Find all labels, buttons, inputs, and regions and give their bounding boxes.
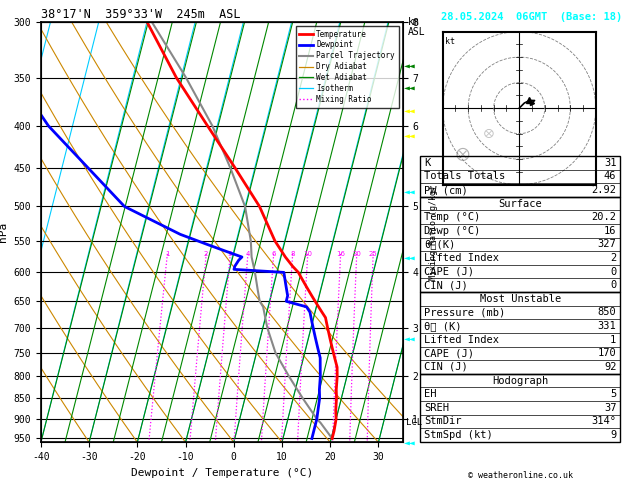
Text: 170: 170 bbox=[598, 348, 616, 358]
Text: Lifted Index: Lifted Index bbox=[424, 253, 499, 263]
Text: LCL: LCL bbox=[406, 418, 422, 427]
Text: θᴄ (K): θᴄ (K) bbox=[424, 321, 462, 331]
Text: 850: 850 bbox=[598, 308, 616, 317]
Legend: Temperature, Dewpoint, Parcel Trajectory, Dry Adiabat, Wet Adiabat, Isotherm, Mi: Temperature, Dewpoint, Parcel Trajectory… bbox=[296, 26, 399, 108]
X-axis label: Dewpoint / Temperature (°C): Dewpoint / Temperature (°C) bbox=[131, 468, 313, 478]
Text: ◄◄: ◄◄ bbox=[404, 187, 416, 197]
Text: θᴄ(K): θᴄ(K) bbox=[424, 240, 455, 249]
Text: ◄◄: ◄◄ bbox=[404, 83, 416, 93]
Text: Lifted Index: Lifted Index bbox=[424, 335, 499, 345]
Text: Most Unstable: Most Unstable bbox=[479, 294, 561, 304]
Text: 2: 2 bbox=[610, 253, 616, 263]
Text: 16: 16 bbox=[336, 251, 345, 257]
Text: PW (cm): PW (cm) bbox=[424, 185, 468, 195]
Text: Dewp (°C): Dewp (°C) bbox=[424, 226, 480, 236]
Text: 46: 46 bbox=[604, 172, 616, 181]
Text: EH: EH bbox=[424, 389, 437, 399]
Text: 6: 6 bbox=[271, 251, 276, 257]
Text: ◄◄: ◄◄ bbox=[404, 333, 416, 343]
Text: Totals Totals: Totals Totals bbox=[424, 172, 505, 181]
Text: ◄◄: ◄◄ bbox=[404, 253, 416, 262]
Text: 92: 92 bbox=[604, 362, 616, 372]
Text: 2.92: 2.92 bbox=[591, 185, 616, 195]
Text: kt: kt bbox=[445, 37, 455, 46]
Text: Hodograph: Hodograph bbox=[492, 376, 548, 385]
Text: 2: 2 bbox=[204, 251, 208, 257]
Text: 327: 327 bbox=[598, 240, 616, 249]
Text: 3: 3 bbox=[228, 251, 232, 257]
Text: ASL: ASL bbox=[408, 27, 425, 37]
Text: Pressure (mb): Pressure (mb) bbox=[424, 308, 505, 317]
Text: ◄◄: ◄◄ bbox=[404, 437, 416, 447]
Text: 16: 16 bbox=[604, 226, 616, 236]
Text: CIN (J): CIN (J) bbox=[424, 362, 468, 372]
Text: 28.05.2024  06GMT  (Base: 18): 28.05.2024 06GMT (Base: 18) bbox=[441, 12, 622, 22]
Text: $\bigotimes$: $\bigotimes$ bbox=[483, 127, 494, 140]
Text: 1: 1 bbox=[165, 251, 169, 257]
Text: 331: 331 bbox=[598, 321, 616, 331]
Text: ◄◄: ◄◄ bbox=[404, 106, 416, 116]
Text: Surface: Surface bbox=[498, 199, 542, 208]
Text: StmDir: StmDir bbox=[424, 417, 462, 426]
Text: CAPE (J): CAPE (J) bbox=[424, 267, 474, 277]
Text: 37: 37 bbox=[604, 403, 616, 413]
Text: 1: 1 bbox=[610, 335, 616, 345]
Text: 314°: 314° bbox=[591, 417, 616, 426]
Text: K: K bbox=[424, 158, 430, 168]
Text: © weatheronline.co.uk: © weatheronline.co.uk bbox=[468, 471, 572, 480]
Text: ◄◄: ◄◄ bbox=[404, 131, 416, 141]
Text: 5: 5 bbox=[610, 389, 616, 399]
Text: ◄◄: ◄◄ bbox=[404, 61, 416, 71]
Text: 38°17'N  359°33'W  245m  ASL: 38°17'N 359°33'W 245m ASL bbox=[41, 8, 240, 21]
Text: $\bigotimes$: $\bigotimes$ bbox=[455, 145, 470, 163]
Text: 20: 20 bbox=[352, 251, 361, 257]
Text: StmSpd (kt): StmSpd (kt) bbox=[424, 430, 493, 440]
Text: Mixing Ratio (g/kg): Mixing Ratio (g/kg) bbox=[429, 185, 438, 279]
Text: 0: 0 bbox=[610, 267, 616, 277]
Text: CAPE (J): CAPE (J) bbox=[424, 348, 474, 358]
Text: 9: 9 bbox=[610, 430, 616, 440]
Text: 31: 31 bbox=[604, 158, 616, 168]
Text: CIN (J): CIN (J) bbox=[424, 280, 468, 290]
Text: 4: 4 bbox=[245, 251, 250, 257]
Text: km: km bbox=[408, 17, 420, 27]
Text: 0: 0 bbox=[610, 280, 616, 290]
Text: Temp (°C): Temp (°C) bbox=[424, 212, 480, 222]
Y-axis label: hPa: hPa bbox=[0, 222, 8, 242]
Text: 8: 8 bbox=[290, 251, 295, 257]
Text: 10: 10 bbox=[303, 251, 312, 257]
Text: 20.2: 20.2 bbox=[591, 212, 616, 222]
Text: SREH: SREH bbox=[424, 403, 449, 413]
Text: 25: 25 bbox=[369, 251, 377, 257]
